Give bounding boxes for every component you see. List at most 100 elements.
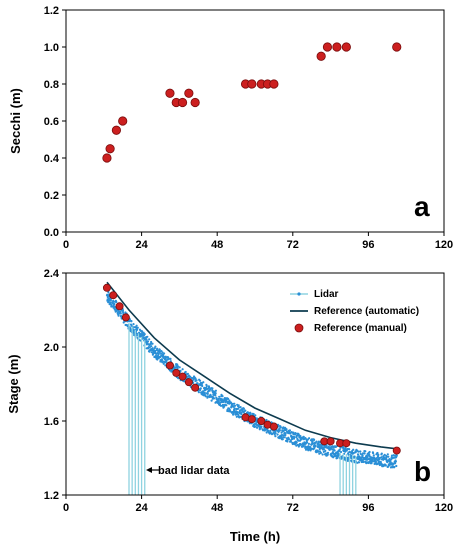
lidar-point <box>299 435 302 438</box>
lidar-point <box>148 338 151 341</box>
lidar-point <box>150 340 153 344</box>
lidar-point <box>240 413 243 416</box>
lidar-point <box>146 340 150 343</box>
lidar-point <box>217 399 220 403</box>
lidar-point <box>363 452 366 455</box>
lidar-point <box>317 442 320 445</box>
lidar-point <box>214 389 217 392</box>
lidar-point <box>377 453 380 456</box>
manual-reference-point <box>326 437 335 446</box>
lidar-point <box>203 391 206 394</box>
panel-b-letter: b <box>414 456 431 487</box>
lidar-point <box>269 429 272 432</box>
panel-a-ticks <box>62 9 445 236</box>
reference-automatic-line <box>106 281 397 450</box>
panel-b-legend: Lidar Reference (automatic) Reference (m… <box>290 289 419 334</box>
secchi-point <box>102 153 112 163</box>
lidar-point <box>282 434 285 437</box>
lidar-point <box>389 460 392 463</box>
lidar-point <box>284 432 287 435</box>
panel-b-x-tick-label: 72 <box>287 502 299 514</box>
panel-a-y-tick-label: 0.0 <box>44 227 59 239</box>
lidar-point <box>208 386 211 389</box>
lidar-point <box>317 450 320 453</box>
legend-item-reference-manual: Reference (manual) <box>294 323 407 334</box>
secchi-point <box>118 116 128 126</box>
lidar-point <box>242 407 245 410</box>
lidar-point <box>321 453 324 456</box>
lidar-point <box>164 364 167 367</box>
lidar-point <box>176 365 180 368</box>
panel-a-x-tick-label: 0 <box>63 239 69 251</box>
lidar-point <box>132 323 135 326</box>
panel-b-lidar-series <box>105 291 398 469</box>
annotation-arrow-head <box>146 467 152 473</box>
lidar-point <box>135 328 139 331</box>
lidar-point <box>326 453 329 456</box>
secchi-point <box>322 42 333 52</box>
lidar-point <box>206 392 209 395</box>
manual-reference-point <box>102 283 111 292</box>
lidar-point <box>217 397 220 401</box>
lidar-point <box>212 397 216 400</box>
legend-manual-label: Reference (manual) <box>314 323 407 334</box>
lidar-point <box>394 460 397 463</box>
panel-b-x-tick-labels: 0 24 48 72 96 120 <box>63 502 453 514</box>
lidar-point <box>239 406 242 409</box>
panel-a-y-tick-labels: 0.0 0.2 0.4 0.6 0.8 1.0 1.2 <box>44 5 60 239</box>
lidar-point <box>383 453 386 456</box>
lidar-point <box>361 454 364 457</box>
lidar-point <box>288 429 291 432</box>
panel-a-x-tick-label: 96 <box>362 239 374 251</box>
lidar-point <box>376 451 379 455</box>
panel-a-y-tick-label: 0.2 <box>44 190 59 202</box>
lidar-point <box>338 448 341 451</box>
lidar-point <box>195 379 198 382</box>
lidar-point <box>302 445 305 448</box>
panel-b-y-tick-label: 2.4 <box>44 268 60 280</box>
panel-a-y-tick-label: 0.8 <box>44 79 59 91</box>
lidar-point <box>254 425 257 428</box>
lidar-point <box>229 410 232 413</box>
lidar-point <box>274 435 277 438</box>
lidar-point <box>178 366 181 369</box>
lidar-point <box>345 449 348 452</box>
lidar-point <box>119 312 122 315</box>
secchi-point <box>392 42 402 52</box>
lidar-point <box>156 347 159 350</box>
secchi-point <box>341 42 351 52</box>
lidar-point <box>295 441 298 444</box>
lidar-point <box>348 448 351 451</box>
lidar-point <box>203 386 206 389</box>
lidar-point <box>151 342 154 345</box>
legend-lidar-marker <box>297 292 301 296</box>
manual-reference-point <box>165 361 174 370</box>
secchi-point <box>165 88 175 98</box>
lidar-point <box>132 331 135 334</box>
secchi-point <box>177 97 188 108</box>
lidar-point <box>106 293 109 296</box>
lidar-point <box>306 441 309 444</box>
lidar-point <box>143 333 146 336</box>
panel-b-x-tick-label: 120 <box>435 502 453 514</box>
lidar-point <box>186 372 189 375</box>
lidar-point <box>176 367 179 370</box>
lidar-point <box>315 440 318 443</box>
lidar-point <box>159 352 163 355</box>
manual-reference-point <box>269 422 278 431</box>
lidar-point <box>326 451 330 454</box>
lidar-point <box>264 428 267 431</box>
panel-a-y-tick-label: 0.4 <box>44 153 60 165</box>
panel-a-x-tick-label: 120 <box>435 239 453 251</box>
secchi-point <box>316 51 326 61</box>
lidar-point <box>233 404 237 407</box>
lidar-point <box>197 391 200 394</box>
lidar-point <box>206 395 209 398</box>
lidar-point <box>278 429 281 432</box>
lidar-point <box>395 464 398 468</box>
lidar-point <box>281 438 284 441</box>
lidar-point <box>198 379 202 382</box>
lidar-point <box>364 450 367 453</box>
lidar-point <box>110 303 113 306</box>
lidar-point <box>221 403 225 406</box>
